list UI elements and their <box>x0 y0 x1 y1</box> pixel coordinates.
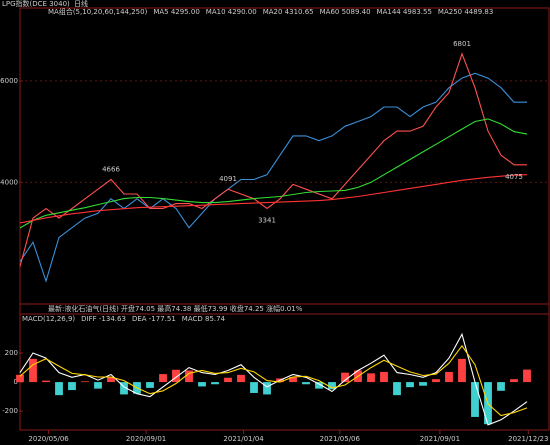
macd-bar <box>406 382 414 388</box>
legend-entry: MA144 4983.55 <box>377 8 432 16</box>
frame <box>19 7 550 431</box>
annotation: 4091 <box>219 175 237 183</box>
macd-bar <box>367 373 375 383</box>
macd-bar <box>328 382 336 390</box>
legend-entry: MACD 85.74 <box>182 315 226 323</box>
macd-bar <box>419 382 427 386</box>
x-tick-label: 2021/05/06 <box>320 435 361 443</box>
x-tick-label: 2020/09/01 <box>126 435 166 443</box>
x-tick-label: 2021/12/23 <box>508 435 548 443</box>
macd-bar <box>146 382 154 388</box>
macd-bar <box>289 377 297 383</box>
macd-bar <box>120 382 128 395</box>
macd-bar <box>302 382 310 385</box>
macd-bar <box>172 369 180 383</box>
macd-bar <box>445 371 453 383</box>
macd-bar <box>159 374 167 383</box>
y-tick-label: 0 <box>14 378 18 386</box>
legend-entry: MA250 4489.83 <box>438 8 493 16</box>
macd-bar <box>185 370 193 383</box>
macd-bar <box>107 377 115 383</box>
annotation: 4075 <box>505 173 523 181</box>
series-line <box>19 174 528 224</box>
macd-bar <box>315 382 323 389</box>
x-tick-label: 2021/09/01 <box>420 435 460 443</box>
annotation: 3341 <box>258 216 276 224</box>
period: 日线 <box>74 0 88 8</box>
macd-bar <box>94 382 102 389</box>
macd-bar <box>224 377 232 383</box>
macd-bar <box>211 382 219 385</box>
y-tick-label: 200 <box>5 349 18 357</box>
macd-bar <box>198 382 206 387</box>
macd-bar <box>68 382 76 391</box>
macd-bar <box>263 382 271 395</box>
y-tick-label: 6000 <box>0 77 18 85</box>
x-tick-label: 2021/01/04 <box>223 435 264 443</box>
symbol: LPG指数(DCE 3040) <box>2 0 70 8</box>
annotation: 4666 <box>102 166 120 174</box>
macd-bar <box>510 379 518 383</box>
legend-entry: DIFF -134.63 <box>81 315 126 323</box>
macd-bar <box>432 379 440 383</box>
legend-entry: MA5 4295.00 <box>153 8 199 16</box>
y-tick-label: -200 <box>2 407 18 415</box>
legend-entry: MA10 4290.00 <box>206 8 257 16</box>
macd-bar <box>380 371 388 383</box>
macd-bar <box>393 382 401 396</box>
macd-bar <box>341 372 349 383</box>
macd-bar <box>250 382 258 393</box>
macd-bar <box>81 381 89 383</box>
series-line <box>19 52 527 267</box>
macd-bar <box>42 380 50 383</box>
x-tick-label: 2020/05/06 <box>28 435 69 443</box>
y-tick-label: 4000 <box>0 178 18 186</box>
legend-entry: MA60 5089.40 <box>320 8 371 16</box>
legend-entry: MA20 4310.65 <box>263 8 314 16</box>
series-line <box>19 344 528 417</box>
macd-bar <box>237 374 245 383</box>
status-line: 最新:液化石油气(日线) 开盘74.05 最高74.38 最低73.99 收盘7… <box>48 304 303 313</box>
annotation: 6801 <box>453 40 471 48</box>
series-line <box>19 72 527 283</box>
macd-bar <box>458 358 466 383</box>
macd-bar <box>55 382 63 396</box>
legend-entry: MACD(12,26,9) <box>22 315 75 323</box>
macd-bar <box>471 382 479 417</box>
series-line <box>19 118 528 229</box>
legend-entry: MA组合(5,10,20,60,144,250) <box>48 7 148 16</box>
macd-bar <box>497 382 505 391</box>
macd-bar <box>523 369 531 383</box>
macd-bar <box>29 358 37 383</box>
legend-entry: DEA -177.51 <box>132 315 176 323</box>
macd-bar <box>16 374 24 383</box>
